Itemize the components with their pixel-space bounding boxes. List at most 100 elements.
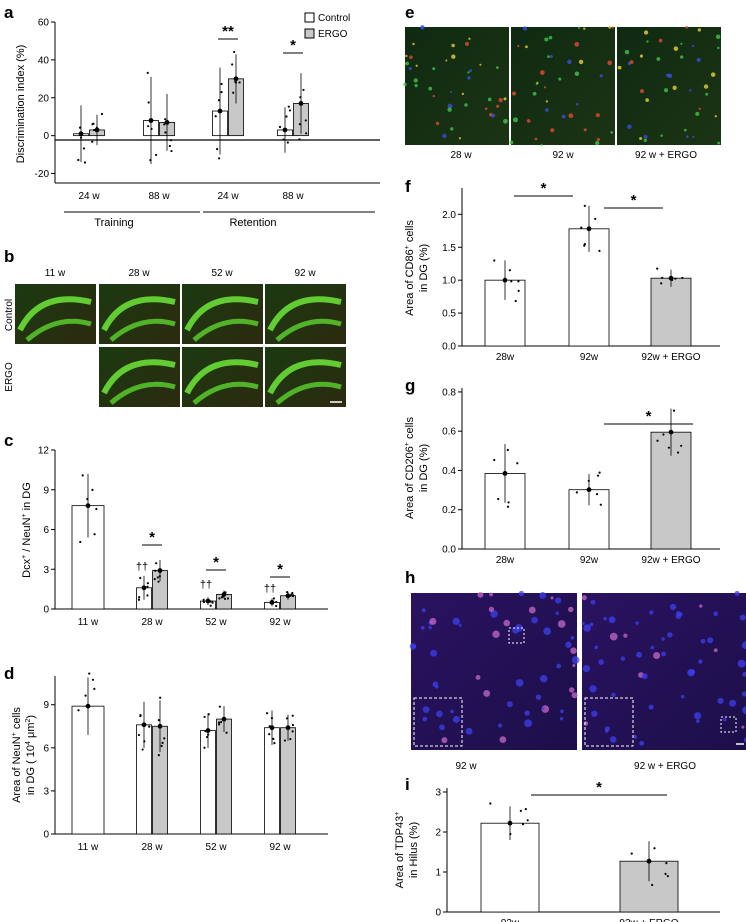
stained-nucleus [611, 692, 616, 698]
chart-g-data-point [662, 433, 665, 436]
stained-cell [689, 89, 692, 92]
chart-d-ylabel-line2: in DG ( 104 μm2) [25, 715, 37, 795]
chart-d-ergo-data-point [219, 720, 223, 724]
stained-nucleus [489, 592, 493, 597]
stained-nucleus [452, 617, 460, 625]
chart-d-control-data-point [143, 740, 146, 743]
b-col-92w: 92 w [294, 268, 316, 279]
chart-a-ylabel: Discrimination index (%) [15, 45, 27, 164]
stained-cell [695, 111, 700, 116]
chart-c-ergo-data-point [223, 597, 227, 601]
chart-g-data-point [680, 444, 683, 447]
stained-nucleus [570, 647, 577, 654]
chart-a: Discrimination index (%) 60 40 20 0 -20 24 w… [15, 12, 380, 229]
chart-a-ytick-label: 60 [38, 18, 50, 29]
chart-a-sig-label: * [290, 37, 296, 54]
chart-c-ytick-label: 0 [43, 605, 49, 616]
chart-a-control-data-point [217, 157, 221, 160]
chart-d-control-data-point [268, 733, 271, 736]
chart-g-ytick-label: 0.8 [442, 387, 456, 398]
stained-cell [583, 128, 587, 132]
chart-d-ergo-data-point [285, 717, 289, 720]
stained-cell [550, 128, 555, 133]
chart-i-sig-label: * [596, 779, 602, 796]
chart-d-control-data-point [272, 737, 275, 740]
stained-nucleus [428, 625, 432, 630]
chart-f-data-point [493, 259, 496, 262]
stained-nucleus [568, 687, 575, 693]
chart-a-control-data-point [78, 126, 82, 129]
chart-a-control-data-point [278, 125, 282, 129]
stained-nucleus [635, 621, 639, 625]
chart-a-control-mean-point [148, 118, 154, 123]
chart-i-data-point [666, 875, 669, 878]
stained-cell [432, 67, 436, 71]
chart-g-data-point [516, 462, 519, 465]
stained-cell [468, 37, 471, 40]
chart-g-data-point [493, 458, 496, 462]
chart-i-data-point [653, 847, 656, 850]
chart-d-ergo-data-point [291, 723, 294, 727]
stained-cell [535, 82, 538, 86]
stained-cell [714, 115, 717, 118]
stained-cell [658, 38, 663, 43]
chart-c-control-data-point [81, 474, 84, 477]
legend-swatch-ergo [304, 28, 315, 39]
stained-nucleus [741, 641, 746, 650]
micrograph-b: 11 w 28 w 52 w 92 w Control ERGO [4, 268, 346, 407]
inset-box [584, 697, 634, 747]
b-row-ergo: ERGO [4, 362, 15, 392]
chart-g-ytick-label: 0.6 [442, 427, 456, 438]
stained-cell [643, 30, 649, 35]
dentate-gyrus-band [192, 318, 259, 342]
chart-d-control-mean-point [141, 722, 147, 728]
chart-c-ytick-label: 12 [38, 446, 50, 457]
stained-nucleus [555, 611, 559, 616]
stained-cell [461, 92, 465, 96]
stained-nucleus [497, 723, 503, 728]
chart-d-control-mean-point [269, 725, 275, 731]
chart-a-control-data-point [216, 147, 219, 151]
stained-nucleus [572, 663, 576, 668]
dentate-gyrus-band [101, 359, 176, 395]
stained-cell [547, 55, 550, 58]
chart-f-mean-point [586, 226, 592, 232]
chart-a-ergo-data-point [304, 119, 307, 122]
stained-cell [646, 40, 649, 43]
chart-a-sig-label: ** [222, 23, 234, 40]
chart-g-data-point [587, 479, 590, 482]
stained-cell [567, 59, 572, 65]
legend-label-control: Control [318, 13, 350, 24]
stained-nucleus [649, 610, 654, 615]
legend-swatch-control [304, 12, 315, 23]
chart-a-ytick-label: 0 [43, 131, 49, 142]
chart-a-control-data-point [285, 115, 288, 118]
chart-d-ergo-data-point [163, 737, 166, 740]
stained-nucleus [570, 636, 575, 640]
stained-cell [629, 60, 634, 65]
chart-i-xtick-label: 92w + ERGO [619, 918, 678, 922]
stained-cell [717, 46, 720, 50]
stained-cell [705, 92, 709, 96]
stained-cell [703, 84, 709, 89]
stained-cell [680, 42, 683, 45]
chart-c-ergo-mean-point [157, 568, 163, 573]
chart-a-control-data-point [82, 147, 86, 150]
chart-g-ylabel-line1: Area of CD206+ cells [404, 417, 416, 519]
stained-nucleus [490, 610, 498, 618]
chart-d-ergo-data-point [159, 696, 162, 699]
chart-c: Dcx+ / NeuN+ in DG 12 9 6 3 0 11 w 28 w 52 w 92… [21, 446, 328, 628]
chart-d-ergo-data-point [225, 731, 228, 734]
stained-cell [666, 73, 670, 78]
stained-nucleus [528, 606, 536, 614]
chart-a-control-data-point [220, 91, 223, 94]
stained-cell [539, 70, 545, 75]
stained-nucleus [543, 627, 551, 636]
stained-cell [517, 44, 520, 48]
chart-f-ytick-label: 1.0 [442, 276, 456, 287]
chart-a-control-data-point [217, 99, 221, 102]
chart-d-control-data-point [268, 725, 271, 728]
chart-c-control-data-point [206, 600, 209, 603]
dentate-gyrus-band [25, 318, 92, 342]
dentate-gyrus-band [275, 318, 342, 342]
